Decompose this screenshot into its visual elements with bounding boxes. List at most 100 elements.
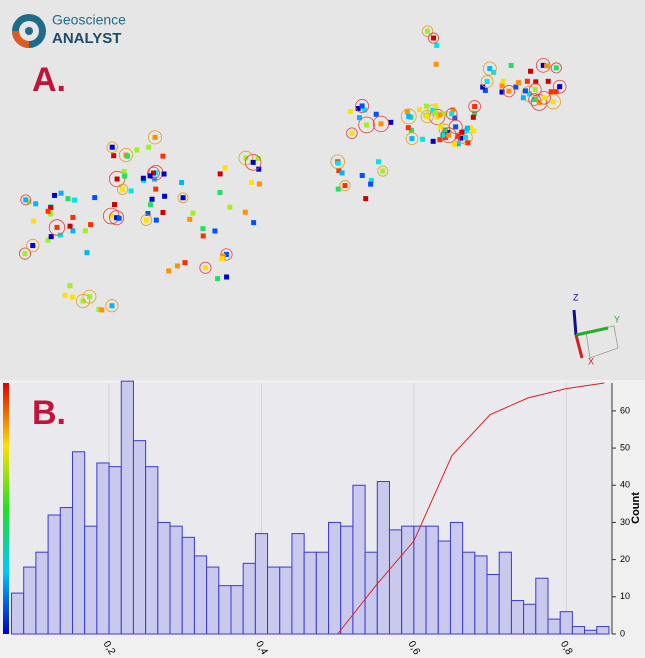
bar (449, 521, 464, 635)
point (342, 183, 348, 189)
scatter-3d (18, 25, 567, 313)
point (482, 87, 488, 93)
point (146, 144, 152, 150)
point (484, 78, 490, 84)
point (69, 294, 75, 300)
point (151, 170, 157, 176)
point (471, 128, 477, 134)
point (359, 172, 365, 178)
bar (437, 540, 451, 635)
bar (145, 466, 159, 635)
y-tick-label: 50 (620, 442, 630, 452)
point (256, 181, 262, 187)
point (451, 141, 457, 147)
point (363, 196, 369, 202)
outline (427, 32, 440, 44)
point (359, 103, 365, 109)
outline (118, 147, 134, 163)
point (433, 61, 439, 67)
bar (206, 566, 220, 635)
point (424, 114, 430, 120)
point (515, 80, 521, 86)
point (528, 68, 534, 74)
bar (279, 566, 293, 635)
y-tick-label: 0 (620, 628, 625, 638)
outline (502, 85, 516, 98)
y-tick-label: 40 (620, 480, 630, 490)
outline (339, 180, 351, 192)
point (88, 222, 94, 228)
point (200, 233, 206, 239)
point (87, 294, 93, 300)
bar (193, 555, 208, 635)
bar (547, 618, 561, 635)
bar (59, 507, 73, 635)
point (405, 125, 411, 131)
point (48, 211, 54, 217)
point (48, 205, 54, 211)
bar (108, 466, 122, 635)
outline (400, 108, 417, 125)
point (524, 78, 530, 84)
point (223, 251, 229, 257)
outline (529, 83, 542, 96)
point (67, 283, 73, 289)
point (92, 195, 98, 201)
bar (291, 533, 305, 635)
point (109, 144, 115, 150)
bar (157, 521, 171, 635)
bar (218, 585, 232, 635)
outline (177, 192, 189, 204)
point (464, 125, 470, 131)
outline (346, 127, 358, 139)
point (219, 256, 225, 262)
point (33, 201, 39, 207)
point (162, 193, 168, 199)
triad-label: Z (573, 292, 579, 302)
point (545, 78, 551, 84)
point (143, 217, 149, 223)
bar (425, 525, 439, 635)
panel-label: B. (32, 394, 66, 432)
point (251, 220, 257, 226)
bar (364, 551, 378, 635)
point (445, 130, 451, 136)
point (433, 103, 439, 109)
point (406, 113, 412, 119)
point (23, 197, 29, 203)
point (242, 209, 248, 215)
point (362, 107, 368, 113)
point (453, 124, 459, 130)
point (243, 155, 249, 161)
point (472, 110, 478, 116)
point (480, 84, 486, 90)
outline (244, 154, 262, 171)
point (227, 204, 233, 210)
point (419, 136, 425, 142)
point (52, 192, 58, 198)
point (153, 217, 159, 223)
bar (401, 525, 415, 635)
point (424, 28, 430, 34)
point (455, 133, 461, 139)
point (446, 132, 452, 138)
bar (23, 566, 37, 635)
outline (105, 299, 119, 313)
point (82, 228, 88, 234)
point (45, 237, 51, 243)
outline (18, 247, 32, 260)
point (335, 160, 341, 166)
bar (474, 555, 488, 635)
bar (584, 629, 598, 635)
point (531, 97, 537, 103)
bar (242, 562, 256, 635)
point (430, 107, 436, 113)
bar (388, 529, 403, 635)
point (128, 188, 134, 194)
triad-label: X (588, 356, 594, 366)
y-tick-label: 30 (620, 517, 630, 527)
y-axis-title: Count (630, 492, 642, 524)
point (434, 114, 440, 120)
point (364, 122, 370, 128)
point (256, 166, 262, 172)
